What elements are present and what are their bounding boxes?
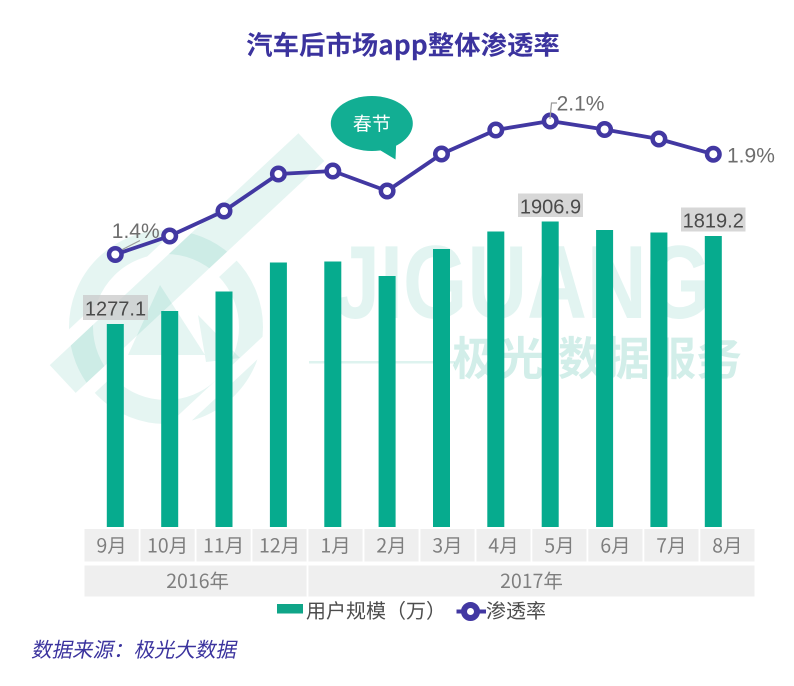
- svg-text:1819.2: 1819.2: [683, 211, 744, 233]
- svg-text:1906.9: 1906.9: [520, 196, 581, 218]
- svg-text:1277.1: 1277.1: [85, 299, 146, 321]
- svg-text:1.9%: 1.9%: [727, 145, 775, 168]
- svg-text:2.1%: 2.1%: [557, 93, 605, 116]
- svg-text:JIGUANG: JIGUANG: [334, 225, 711, 341]
- svg-text:1.4%: 1.4%: [112, 220, 160, 243]
